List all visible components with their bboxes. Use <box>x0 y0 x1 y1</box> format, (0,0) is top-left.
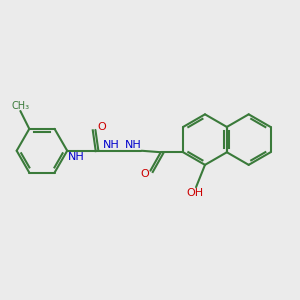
Text: NH: NH <box>125 140 142 150</box>
Text: O: O <box>97 122 106 132</box>
Text: CH₃: CH₃ <box>11 101 29 111</box>
Text: NH: NH <box>68 152 85 162</box>
Text: NH: NH <box>103 140 119 150</box>
Text: O: O <box>141 169 149 178</box>
Text: OH: OH <box>186 188 203 198</box>
